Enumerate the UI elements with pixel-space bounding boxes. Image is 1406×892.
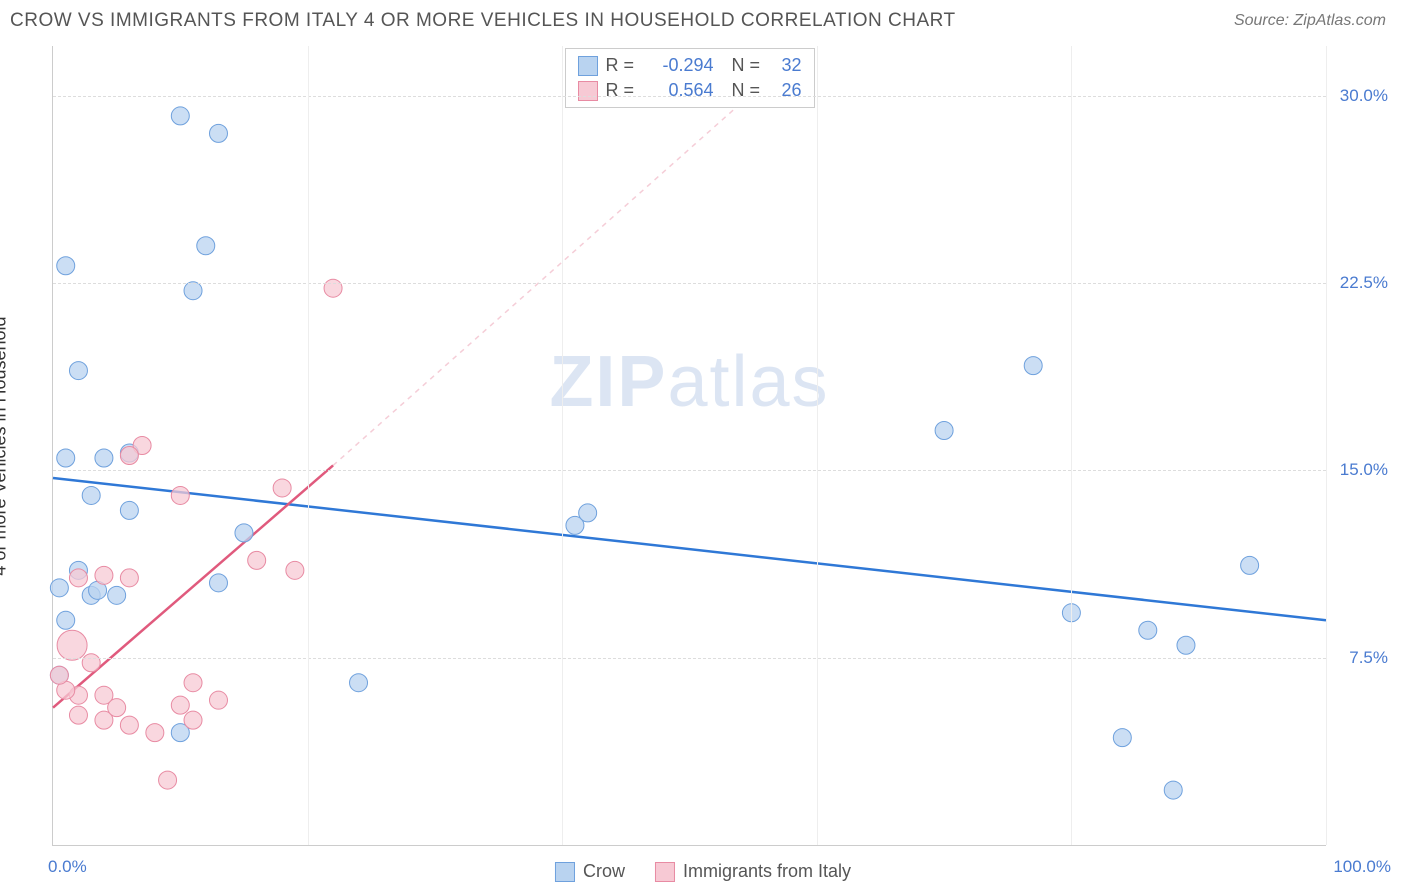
gridline-v [817,46,818,845]
y-tick-label: 7.5% [1333,648,1388,668]
chart-area: 4 or more Vehicles in Household ZIPatlas… [10,46,1396,846]
plot-svg [53,46,1326,845]
legend-item: Crow [555,861,625,882]
y-tick-label: 30.0% [1333,86,1388,106]
x-tick-label: 0.0% [48,857,87,877]
legend-n-value: 32 [772,55,802,76]
chart-header: CROW VS IMMIGRANTS FROM ITALY 4 OR MORE … [0,0,1406,37]
gridline-h [53,283,1326,284]
legend-swatch [578,56,598,76]
x-tick-label: 100.0% [1333,857,1391,877]
chart-source: Source: ZipAtlas.com [1234,12,1386,30]
legend-swatch [578,81,598,101]
legend-r-value: -0.294 [646,55,714,76]
legend-correlation: R = -0.294 N = 32 R = 0.564 N = 26 [565,48,815,108]
gridline-v [562,46,563,845]
y-tick-label: 22.5% [1333,273,1388,293]
y-axis-label: 4 or more Vehicles in Household [0,316,11,575]
plot-area: ZIPatlas R =-0.294N =32R =0.564N =26 7.5… [52,46,1326,846]
legend-n-label: N = [732,80,764,101]
chart-title: CROW VS IMMIGRANTS FROM ITALY 4 OR MORE … [10,10,956,32]
legend-r-label: R = [606,55,638,76]
legend-swatch [555,862,575,882]
legend-row: R = -0.294 N = 32 [578,53,802,78]
gridline-h [53,658,1326,659]
legend-row: R = 0.564 N = 26 [578,78,802,103]
legend-r-label: R = [606,80,638,101]
gridline-h [53,470,1326,471]
legend-series: Crow Immigrants from Italy [555,861,851,882]
legend-swatch [655,862,675,882]
legend-item: Immigrants from Italy [655,861,851,882]
legend-r-value: 0.564 [646,80,714,101]
gridline-v [308,46,309,845]
legend-label: Crow [583,861,625,882]
y-tick-label: 15.0% [1333,460,1388,480]
gridline-v [1326,46,1327,845]
gridline-h [53,96,1326,97]
legend-label: Immigrants from Italy [683,861,851,882]
legend-n-value: 26 [772,80,802,101]
gridline-v [1071,46,1072,845]
legend-n-label: N = [732,55,764,76]
